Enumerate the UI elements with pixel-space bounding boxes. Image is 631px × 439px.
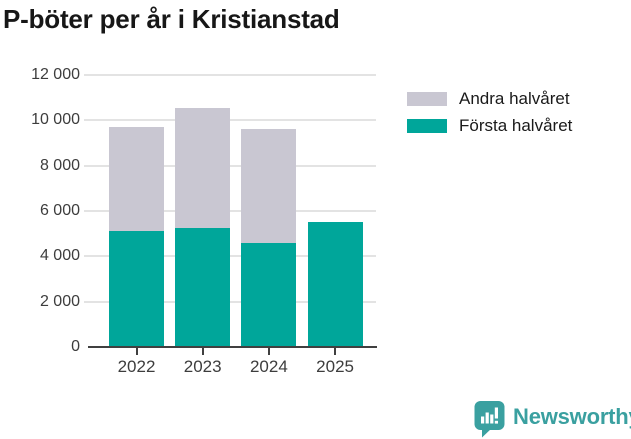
y-axis-tick-label: 2 000 bbox=[39, 292, 80, 310]
x-axis-tick bbox=[334, 348, 337, 355]
x-axis-tick bbox=[201, 348, 204, 355]
bar-segment-2023-andra-halv-ret bbox=[175, 107, 231, 228]
y-axis-tick-label: 6 000 bbox=[39, 202, 80, 219]
gridline bbox=[94, 300, 376, 303]
gridline bbox=[94, 74, 376, 76]
gridline bbox=[94, 210, 376, 212]
bar-segment-2022-andra-halv-ret bbox=[109, 127, 164, 232]
legend-swatch-andra-halvaret bbox=[407, 92, 447, 106]
gridline bbox=[94, 119, 376, 122]
y-axis-tick-label: 4 000 bbox=[39, 247, 80, 265]
y-axis-tick-label: 12 000 bbox=[31, 66, 80, 83]
y-axis-tick bbox=[84, 119, 94, 122]
newsworthy-logo-text: Newsworthy bbox=[513, 404, 631, 429]
x-axis-label: 2025 bbox=[316, 357, 354, 376]
legend-swatch-forsta-halvaret bbox=[407, 119, 447, 133]
y-axis-tick bbox=[84, 300, 94, 303]
y-axis-tick-label: 8 000 bbox=[39, 156, 80, 174]
x-axis-label: 2023 bbox=[183, 357, 222, 376]
gridline bbox=[94, 255, 376, 258]
y-axis-tick bbox=[84, 74, 94, 76]
bar-segment-2022-f-rsta-halv-ret bbox=[109, 231, 164, 347]
legend-label-andra-halvaret: Andra halvåret bbox=[459, 89, 570, 108]
newsworthy-logo-icon bbox=[474, 401, 505, 438]
chart-title: P-böter per år i Kristianstad bbox=[3, 4, 340, 34]
y-axis-tick bbox=[84, 210, 94, 212]
y-axis-tick-label: 10 000 bbox=[31, 111, 80, 129]
bar-segment-2023-f-rsta-halv-ret bbox=[175, 228, 231, 347]
x-axis-line bbox=[88, 346, 377, 348]
bar-segment-2025-f-rsta-halv-ret bbox=[307, 222, 363, 347]
legend-item-andra-halvaret: Andra halvåret bbox=[407, 89, 572, 108]
x-axis-label: 2024 bbox=[249, 357, 288, 376]
y-axis-tick-label: 0 bbox=[71, 338, 80, 355]
x-axis-tick bbox=[267, 348, 270, 355]
x-axis-label: 2022 bbox=[117, 357, 156, 376]
legend-item-forsta-halvaret: Första halvåret bbox=[407, 116, 573, 135]
legend-label-forsta-halvaret: Första halvåret bbox=[459, 116, 573, 135]
x-axis-tick bbox=[135, 348, 138, 355]
y-axis-tick bbox=[84, 164, 94, 167]
legend: Andra halvåret Första halvåret bbox=[407, 89, 573, 146]
gridline bbox=[94, 164, 376, 167]
newsworthy-logo[interactable]: Newsworthy bbox=[474, 400, 631, 438]
bar-segment-2024-f-rsta-halv-ret bbox=[241, 242, 297, 347]
bar-segment-2024-andra-halv-ret bbox=[241, 129, 297, 243]
y-axis-tick bbox=[84, 255, 94, 258]
